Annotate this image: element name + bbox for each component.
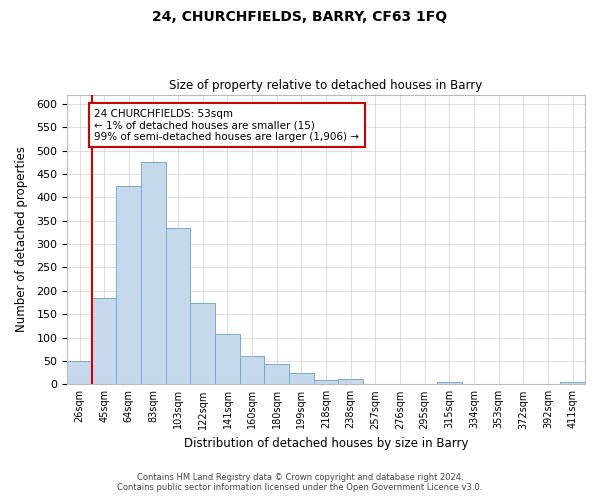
Text: 24, CHURCHFIELDS, BARRY, CF63 1FQ: 24, CHURCHFIELDS, BARRY, CF63 1FQ bbox=[152, 10, 448, 24]
Bar bbox=[314, 380, 338, 384]
Bar bbox=[560, 382, 585, 384]
Bar bbox=[437, 382, 462, 384]
Bar bbox=[240, 356, 265, 384]
Bar bbox=[190, 302, 215, 384]
Bar bbox=[116, 186, 141, 384]
Title: Size of property relative to detached houses in Barry: Size of property relative to detached ho… bbox=[169, 79, 483, 92]
Bar bbox=[67, 361, 92, 384]
Bar bbox=[289, 373, 314, 384]
Bar bbox=[265, 364, 289, 384]
Text: Contains HM Land Registry data © Crown copyright and database right 2024.
Contai: Contains HM Land Registry data © Crown c… bbox=[118, 473, 482, 492]
Bar bbox=[92, 298, 116, 384]
X-axis label: Distribution of detached houses by size in Barry: Distribution of detached houses by size … bbox=[184, 437, 469, 450]
Bar bbox=[166, 228, 190, 384]
Text: 24 CHURCHFIELDS: 53sqm
← 1% of detached houses are smaller (15)
99% of semi-deta: 24 CHURCHFIELDS: 53sqm ← 1% of detached … bbox=[94, 108, 359, 142]
Bar bbox=[141, 162, 166, 384]
Bar bbox=[215, 334, 240, 384]
Y-axis label: Number of detached properties: Number of detached properties bbox=[15, 146, 28, 332]
Bar bbox=[338, 378, 363, 384]
